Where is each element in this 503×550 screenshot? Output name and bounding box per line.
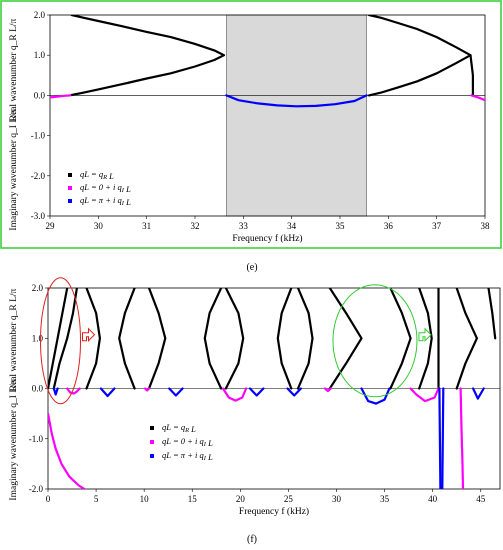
- highlight-ellipse-green: [332, 284, 418, 398]
- series-curve: [147, 288, 167, 390]
- legend-entry: qL = 0 + i qI L: [162, 436, 213, 448]
- series-curve: [409, 387, 440, 403]
- series-curve: [418, 288, 433, 390]
- x-tick-label: 25: [284, 494, 294, 504]
- series-curve: [296, 288, 314, 390]
- y-tick-label: 0.0: [34, 90, 46, 100]
- arrow-green-icon: [418, 327, 432, 342]
- series-curve: [168, 387, 184, 397]
- series-curve: [48, 288, 69, 390]
- legend-marker: [150, 454, 154, 458]
- x-tick-label: 5: [94, 494, 99, 504]
- x-axis-label: Frequency f (kHz): [239, 506, 309, 517]
- y-tick-label: -1.0: [29, 434, 44, 444]
- legend-entry: qL = π + i qI L: [162, 450, 213, 462]
- series-curve: [441, 387, 445, 489]
- y-tick-label: 2.0: [32, 283, 44, 293]
- series-curve: [225, 94, 368, 108]
- series-curve: [99, 387, 116, 398]
- legend-marker: [68, 199, 72, 203]
- series-curve: [224, 288, 245, 390]
- y-tick-label: -2.0: [29, 484, 44, 494]
- series-curve: [367, 54, 472, 97]
- x-tick-label: 36: [384, 221, 394, 231]
- y-tick-label: 2.0: [34, 10, 46, 20]
- series-curve: [459, 387, 465, 489]
- panel-e: 29 30 31 32 33 34 35 36 37 38 2.0 1.0 0.0 -1.0 -2.0 -3.…: [9, 10, 490, 244]
- series-curve: [323, 387, 332, 393]
- series-curve: [328, 288, 363, 390]
- y-tick-label: -3.0: [31, 211, 46, 221]
- series-curve: [221, 387, 248, 402]
- x-tick-label: 30: [332, 494, 342, 504]
- x-axis-label: Frequency f (kHz): [232, 233, 302, 244]
- series-curve: [248, 387, 265, 397]
- panel-e-frame: [0, 0, 502, 249]
- series-curve: [48, 412, 86, 489]
- legend-marker: [150, 426, 154, 430]
- y-tick-label: 0.0: [32, 384, 44, 394]
- series-curve: [52, 387, 59, 396]
- legend-entry: qL = π + i qI L: [80, 195, 131, 207]
- x-tick-label: 32: [191, 221, 200, 231]
- x-tick-label: 15: [188, 494, 198, 504]
- series-curve: [487, 288, 497, 340]
- series-curve: [286, 387, 302, 397]
- legend-marker: [150, 440, 154, 444]
- arrow-red-icon: [82, 327, 96, 342]
- y-tick-label: -1.0: [31, 131, 46, 141]
- x-tick-label: 29: [46, 221, 56, 231]
- y-tick-label: 1.0: [34, 50, 46, 60]
- x-tick-label: 10: [140, 494, 150, 504]
- series-curve: [144, 387, 151, 392]
- series-curve: [70, 15, 226, 97]
- y-tick-label: -2.0: [31, 171, 46, 181]
- x-tick-label: 30: [94, 221, 104, 231]
- x-tick-label: 35: [380, 494, 390, 504]
- bandgap-shading: [226, 14, 367, 217]
- series-curve: [367, 15, 474, 97]
- y-axis-label-imaginary: Imaginary wavenumber q_I L/π: [9, 379, 19, 500]
- legend-marker: [68, 173, 72, 177]
- panel-f: 0 5 10 15 20 25 30 35 40 45 2.0 1.0 0.0 -1.0 -2.0 Frequ…: [9, 277, 501, 517]
- series-curve: [52, 288, 78, 390]
- series-curve: [389, 288, 412, 390]
- x-tick-label: 45: [476, 494, 486, 504]
- x-tick-label: 40: [428, 494, 438, 504]
- series-curve: [276, 288, 293, 390]
- series-curve: [438, 387, 442, 489]
- series-curve: [470, 94, 485, 102]
- series-curve: [85, 288, 101, 390]
- x-tick-label: 37: [432, 221, 442, 231]
- series-curve: [360, 387, 391, 405]
- legend-entry: qL = qR L: [162, 422, 196, 434]
- series-curve: [455, 288, 478, 390]
- series-group: [48, 288, 497, 489]
- series-curve: [472, 387, 485, 400]
- panel-f-label: (f): [247, 534, 257, 545]
- series-curve: [203, 288, 223, 390]
- x-tick-label: 20: [236, 494, 246, 504]
- series-group: [50, 15, 485, 108]
- y-axis-label-real: Real wavenumber q_R L/π: [9, 18, 19, 121]
- x-tick-label: 0: [46, 494, 51, 504]
- legend-entry: qL = 0 + i qI L: [80, 182, 131, 194]
- series-curve: [66, 387, 81, 395]
- legend-entry: qL = qR L: [80, 169, 114, 181]
- plot-area: [49, 14, 486, 217]
- x-tick-label: 34: [287, 221, 297, 231]
- series-curve: [50, 94, 72, 99]
- x-tick-label: 31: [142, 221, 151, 231]
- x-tick-label: 38: [481, 221, 491, 231]
- y-axis-label-real: Real wavenumber q_R L/π: [9, 288, 19, 391]
- series-curve: [118, 288, 136, 390]
- x-tick-label: 33: [239, 221, 249, 231]
- highlight-ellipse-red: [40, 277, 82, 405]
- y-axis-label-imaginary: Imaginary wavenumber q_I L/π: [9, 109, 19, 230]
- legend-marker: [68, 186, 72, 190]
- panel-e-label: (e): [246, 262, 257, 273]
- y-tick-label: 1.0: [32, 333, 44, 343]
- x-tick-label: 35: [336, 221, 346, 231]
